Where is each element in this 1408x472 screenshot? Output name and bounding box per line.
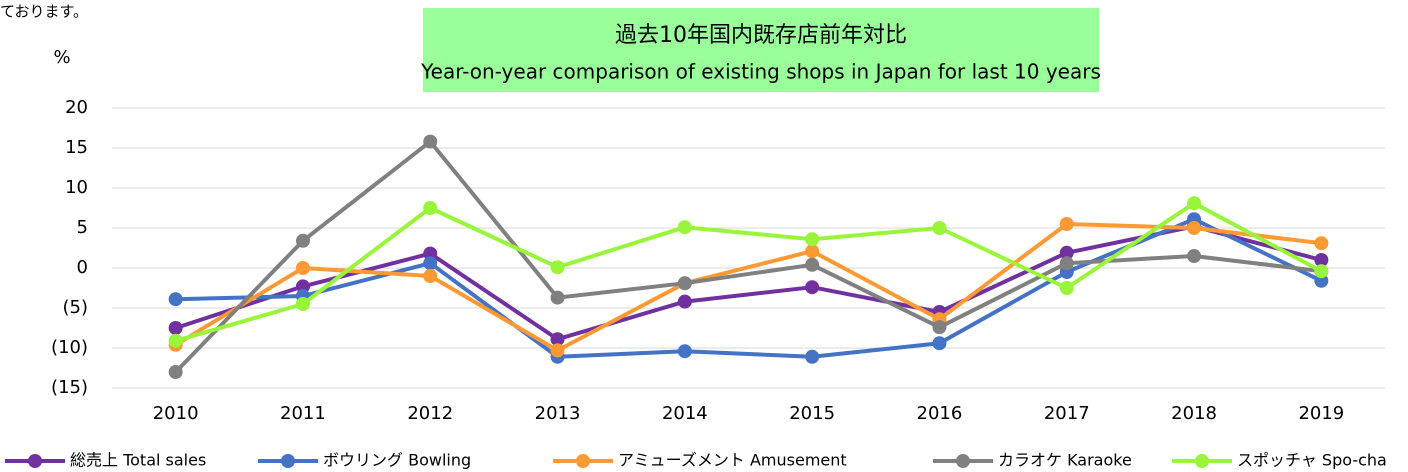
data-point	[1187, 249, 1202, 263]
legend-marker	[956, 454, 970, 468]
series-line	[174, 139, 1322, 374]
data-point	[1059, 245, 1074, 260]
data-point	[168, 321, 183, 335]
x-tick-label: 2011	[280, 403, 326, 424]
data-point	[1059, 217, 1074, 231]
data-point	[168, 365, 183, 379]
y-tick-label: (15)	[51, 377, 88, 398]
note: ております。	[0, 3, 88, 21]
data-point	[295, 261, 310, 275]
x-tick-label: 2015	[789, 403, 835, 424]
data-point	[805, 280, 820, 295]
legend-marker	[576, 454, 590, 468]
data-point	[295, 297, 310, 311]
data-point	[550, 343, 565, 358]
data-point	[677, 220, 692, 235]
x-tick-label: 2014	[662, 403, 708, 424]
y-tick-label: 15	[65, 137, 88, 158]
data-point	[423, 269, 438, 283]
legend-marker	[28, 454, 42, 468]
x-tick-label: 2010	[153, 403, 199, 424]
data-point	[550, 290, 565, 305]
legend-label: ボウリング Bowling	[323, 451, 471, 470]
data-point	[550, 260, 565, 275]
y-tick-label: (10)	[51, 337, 88, 358]
data-point	[550, 332, 565, 347]
x-tick-label: 2013	[535, 403, 581, 424]
data-point	[1314, 253, 1329, 267]
data-point	[1314, 273, 1329, 288]
chart-title: 過去10年国内既存店前年対比	[615, 23, 907, 48]
data-point	[677, 344, 692, 359]
data-point	[423, 134, 438, 149]
data-point	[168, 292, 183, 307]
y-axis-label: %	[53, 47, 70, 68]
y-tick-label: 0	[77, 257, 88, 278]
data-point	[423, 201, 438, 215]
legend-label: アミューズメント Amusement	[618, 451, 847, 470]
data-point	[805, 244, 820, 259]
data-point	[1314, 264, 1329, 279]
legend-label: スポッチャ Spo-cha	[1237, 451, 1387, 470]
y-tick-label: 20	[65, 97, 88, 118]
data-point	[805, 232, 820, 247]
series-line	[174, 222, 1322, 353]
x-tick-label: 2017	[1044, 403, 1090, 424]
data-point	[1059, 256, 1074, 271]
x-tick-label: 2016	[917, 403, 963, 424]
x-tick-label: 2019	[1298, 403, 1344, 424]
data-point	[1059, 281, 1074, 295]
y-tick-label: (5)	[63, 297, 89, 318]
chart-subtitle: Year-on-year comparison of existing shop…	[420, 60, 1101, 84]
y-tick-label: 5	[77, 217, 88, 238]
x-tick-label: 2012	[407, 403, 453, 424]
data-point	[677, 294, 692, 309]
x-tick-label: 2018	[1171, 403, 1217, 424]
data-point	[295, 233, 310, 248]
legend-marker	[281, 454, 295, 468]
data-point	[168, 333, 183, 348]
y-tick-label: 10	[65, 177, 88, 198]
data-point	[932, 336, 947, 351]
data-point	[805, 349, 820, 364]
data-point	[805, 257, 820, 272]
title-box	[423, 8, 1099, 92]
data-point	[1187, 221, 1202, 235]
data-point	[423, 246, 438, 261]
data-point	[932, 320, 947, 335]
legend-label: 総売上 Total sales	[70, 451, 206, 470]
data-point	[1314, 236, 1329, 251]
data-point	[932, 221, 947, 235]
series-line	[175, 201, 1323, 343]
data-point	[1187, 196, 1202, 211]
data-point	[677, 276, 692, 291]
series-line	[175, 217, 1323, 359]
data-point	[423, 256, 438, 271]
legend-marker	[1195, 454, 1209, 468]
legend-label: カラオケ Karaoke	[998, 451, 1132, 470]
data-point	[295, 279, 310, 294]
